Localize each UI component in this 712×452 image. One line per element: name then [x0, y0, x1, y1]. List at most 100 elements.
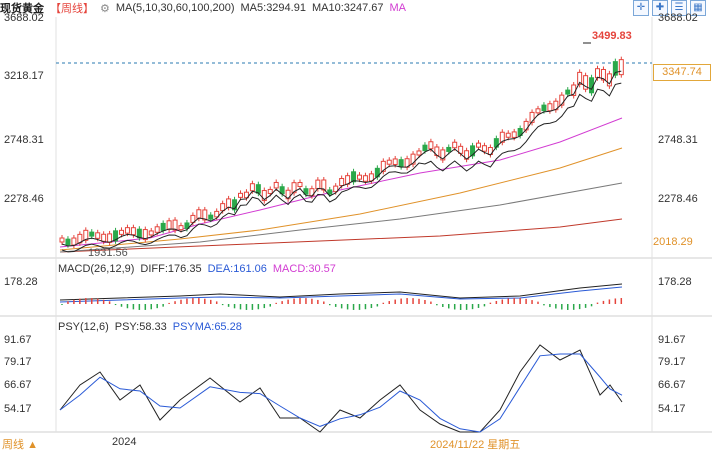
- expand-icon[interactable]: ✚: [652, 0, 668, 16]
- candle-body: [416, 150, 422, 156]
- candle-body: [172, 219, 178, 231]
- y-axis-label-bottom-right: 2018.29: [653, 236, 693, 248]
- candle-body: [321, 179, 327, 191]
- candle-body: [273, 181, 279, 189]
- candle-body: [600, 68, 606, 81]
- candle-body: [59, 237, 65, 243]
- candle-body: [452, 141, 458, 149]
- psy-tick-2-right: 79.17: [658, 356, 686, 368]
- psy-params[interactable]: PSY(12,6): [58, 321, 109, 333]
- y-axis-label-mid-right: 2748.31: [658, 134, 698, 146]
- macd-diff-line: [59, 283, 623, 301]
- candle-body: [255, 184, 261, 194]
- ma5-value: MA5:3294.91: [240, 2, 306, 14]
- ma30-line: [59, 117, 623, 248]
- grid-icon[interactable]: ▦: [690, 0, 706, 16]
- period-toggle-label: 周线: [2, 439, 24, 451]
- candle-body: [422, 144, 428, 152]
- chart-header: 现货黄金 【周线】 ⚙ MA(5,10,30,60,100,200) MA5:3…: [0, 0, 406, 16]
- psy-header: PSY(12,6) PSY:58.33 PSYMA:65.28: [58, 321, 242, 333]
- y-axis-label-lower-right: 2278.46: [658, 193, 698, 205]
- candle-body: [261, 190, 267, 202]
- candle-body: [565, 89, 571, 95]
- psy-tick-1-left: 91.67: [4, 334, 32, 346]
- instrument-title: 现货黄金: [0, 3, 44, 15]
- macd-axis-label-right: 178.28: [658, 276, 692, 288]
- candle-body: [535, 108, 541, 114]
- candle-body: [559, 94, 565, 106]
- candle-body: [124, 227, 130, 234]
- candle-body: [226, 198, 232, 208]
- ma100-line: [59, 182, 623, 253]
- candle-body: [119, 229, 124, 235]
- ma10-line: [61, 82, 622, 253]
- ma5-line: [61, 70, 622, 247]
- chevron-up-icon: ▲: [27, 439, 38, 451]
- candle-body: [583, 75, 589, 90]
- psy-tick-1-right: 91.67: [658, 334, 686, 346]
- macd-params[interactable]: MACD(26,12,9): [58, 263, 135, 275]
- candle-body: [523, 120, 529, 131]
- candle-body: [362, 175, 368, 182]
- psyma-line: [59, 353, 623, 433]
- candle-body: [249, 183, 255, 192]
- candle-body: [333, 185, 339, 193]
- candle-body: [291, 182, 297, 194]
- gear-icon[interactable]: ⚙: [100, 2, 110, 15]
- candle-body: [315, 179, 321, 190]
- candle-body: [148, 230, 154, 236]
- macd-value: MACD:30.57: [272, 263, 336, 275]
- ma200-line: [59, 218, 623, 253]
- current-price-badge: 3347.74: [653, 64, 711, 81]
- candle-body: [428, 141, 434, 150]
- candle-body: [71, 237, 77, 246]
- period-toggle[interactable]: 周线 ▲: [2, 436, 38, 452]
- candle-body: [398, 159, 404, 168]
- ma10-value: MA10:3247.67: [311, 2, 384, 14]
- candle-body: [476, 142, 481, 148]
- period-selector[interactable]: 【周线】: [50, 3, 94, 15]
- candle-body: [618, 59, 624, 76]
- ma-settings-label[interactable]: MA(5,10,30,60,100,200): [115, 2, 235, 14]
- psy-tick-4-right: 54.17: [658, 403, 686, 415]
- candle-body: [380, 160, 386, 172]
- cursor-date-label: 2024/11/22 星期五: [430, 439, 521, 451]
- chart-toolbar: ✛ ✚ ☰ ▦: [633, 0, 706, 16]
- candle-body: [142, 229, 148, 241]
- candle-body: [101, 233, 107, 242]
- psy-tick-3-left: 66.67: [4, 379, 32, 391]
- candle-body: [95, 232, 101, 239]
- candle-body: [184, 222, 190, 229]
- candle-body: [541, 104, 547, 112]
- candle-body: [577, 71, 583, 85]
- candle-body: [208, 214, 214, 220]
- x-axis-year-label: 2024: [112, 436, 137, 448]
- candle-body: [160, 222, 166, 231]
- candle-body: [446, 146, 452, 152]
- crosshair-icon[interactable]: ✛: [633, 0, 649, 16]
- y-axis-label-top-right: 3688.02: [658, 12, 698, 24]
- psy-tick-2-left: 79.17: [4, 356, 32, 368]
- psyma-value: PSYMA:65.28: [172, 321, 242, 333]
- macd-dea-line: [59, 286, 623, 303]
- high-marker-label: 3499.83: [592, 30, 632, 42]
- y-axis-label-top: 3688.02: [4, 12, 44, 24]
- macd-header: MACD(26,12,9) DIFF:176.35 DEA:161.06 MAC…: [58, 263, 336, 275]
- y-axis-label-mid: 2748.31: [4, 134, 44, 146]
- candle-body: [612, 61, 618, 76]
- candle-body: [499, 131, 505, 143]
- candle-body: [154, 226, 160, 233]
- candle-body: [196, 209, 202, 219]
- candle-body: [166, 220, 172, 230]
- candle-body: [89, 231, 95, 237]
- candle-body: [220, 203, 226, 212]
- candle-body: [595, 68, 600, 79]
- candle-body: [351, 171, 357, 183]
- list-icon[interactable]: ☰: [671, 0, 687, 16]
- candle-body: [65, 238, 71, 246]
- candle-body: [547, 103, 553, 112]
- candle-body: [440, 149, 446, 161]
- candle-body: [511, 131, 517, 138]
- psy-tick-3-right: 66.67: [658, 379, 686, 391]
